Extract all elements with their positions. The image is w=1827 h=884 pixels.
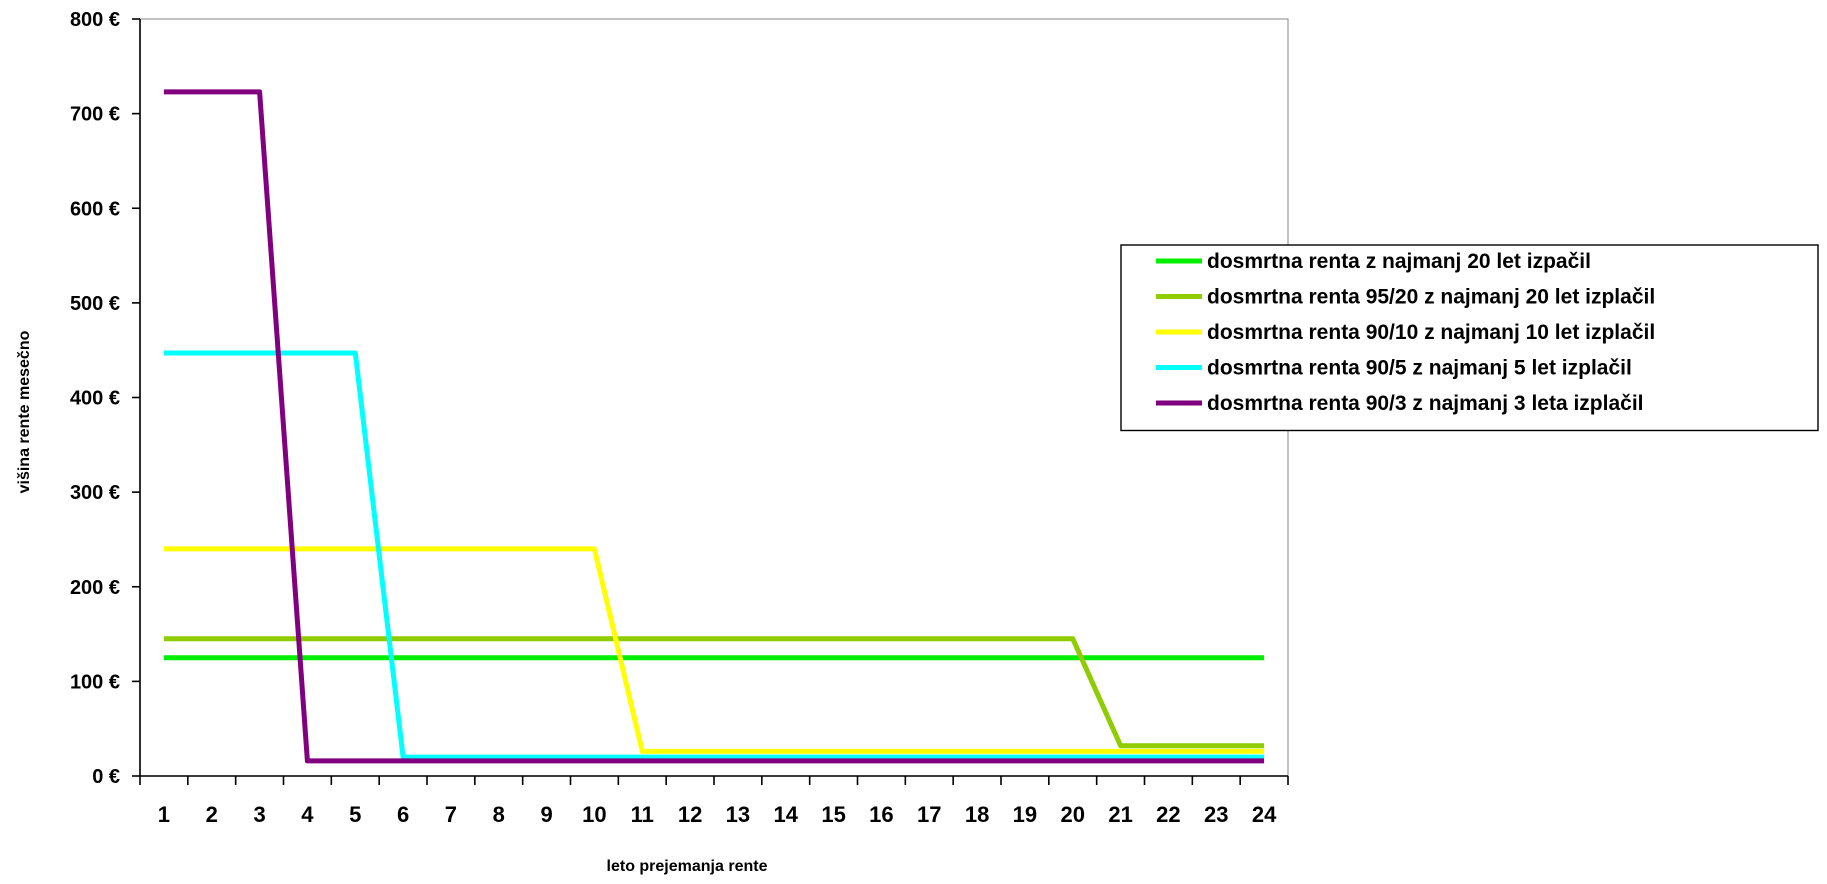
y-tick-label: 600 € [70, 198, 120, 220]
x-tick-label: 20 [1061, 802, 1085, 827]
x-tick-label: 17 [917, 802, 941, 827]
legend: dosmrtna renta z najmanj 20 let izpačil d… [1120, 244, 1819, 432]
y-tick-label: 200 € [70, 577, 120, 599]
series-line-2 [163, 636, 1265, 749]
x-tick-label: 3 [253, 802, 265, 827]
y-axis: 0 € 100 € 200 € 300 € 400 € 500 € 600 € 700 € 80… [70, 9, 141, 788]
legend-entry-label: dosmrtna renta 90/5 z najmanj 5 let izpl… [1207, 357, 1632, 380]
x-tick-label: 8 [493, 802, 505, 827]
x-tick-label: 22 [1156, 802, 1180, 827]
x-tick-label: 11 [631, 802, 654, 827]
x-tick-label: 6 [397, 802, 409, 827]
series-lines [163, 89, 1265, 764]
plot-border [139, 18, 1289, 777]
y-tick-label: 500 € [70, 293, 120, 315]
legend-entry-label: dosmrtna renta z najmanj 20 let izpačil [1207, 250, 1591, 273]
x-tick-label: 5 [349, 802, 361, 827]
x-tick-label: 2 [206, 802, 218, 827]
plot-area [139, 18, 1289, 777]
y-tick-label: 0 € [92, 766, 120, 788]
y-tick-label: 800 € [70, 9, 120, 31]
x-tick-label: 12 [678, 802, 702, 827]
y-tick-label: 300 € [70, 482, 120, 504]
x-tick-label: 19 [1013, 802, 1037, 827]
x-tick-label: 23 [1204, 802, 1228, 827]
x-tick-label: 9 [540, 802, 552, 827]
x-tick-label: 21 [1108, 802, 1132, 827]
series-line-3 [163, 546, 1265, 754]
x-tick-label: 13 [726, 802, 750, 827]
x-tick-label: 18 [965, 802, 989, 827]
y-tick-label: 700 € [70, 104, 120, 126]
series-line-5 [163, 89, 1265, 764]
x-tick-label: 4 [301, 802, 314, 827]
series-line-4 [163, 350, 1265, 760]
x-tick-label: 24 [1252, 802, 1277, 827]
x-tick-label: 15 [821, 802, 845, 827]
y-tick-label: 100 € [70, 671, 120, 693]
x-tick-label: 7 [445, 802, 457, 827]
y-axis-title: višina rente mesečno [16, 330, 33, 493]
x-axis-title: leto prejemanja rente [607, 858, 768, 875]
y-tick-label: 400 € [70, 388, 120, 410]
legend-box [1120, 244, 1819, 432]
x-tick-label: 14 [774, 802, 799, 827]
x-tick-label: 16 [869, 802, 893, 827]
x-axis: 1 2 3 4 5 6 7 8 9 10 11 12 13 14 15 16 17 18 19 20 21 22 23 24 [139, 775, 1289, 827]
legend-entry-label: dosmrtna renta 90/3 z najmanj 3 leta izp… [1207, 392, 1644, 415]
x-tick-label: 1 [158, 802, 170, 827]
legend-entry-label: dosmrtna renta 95/20 z najmanj 20 let iz… [1207, 286, 1655, 309]
x-tick-label: 10 [582, 802, 606, 827]
legend-entry-label: dosmrtna renta 90/10 z najmanj 10 let iz… [1207, 321, 1655, 344]
